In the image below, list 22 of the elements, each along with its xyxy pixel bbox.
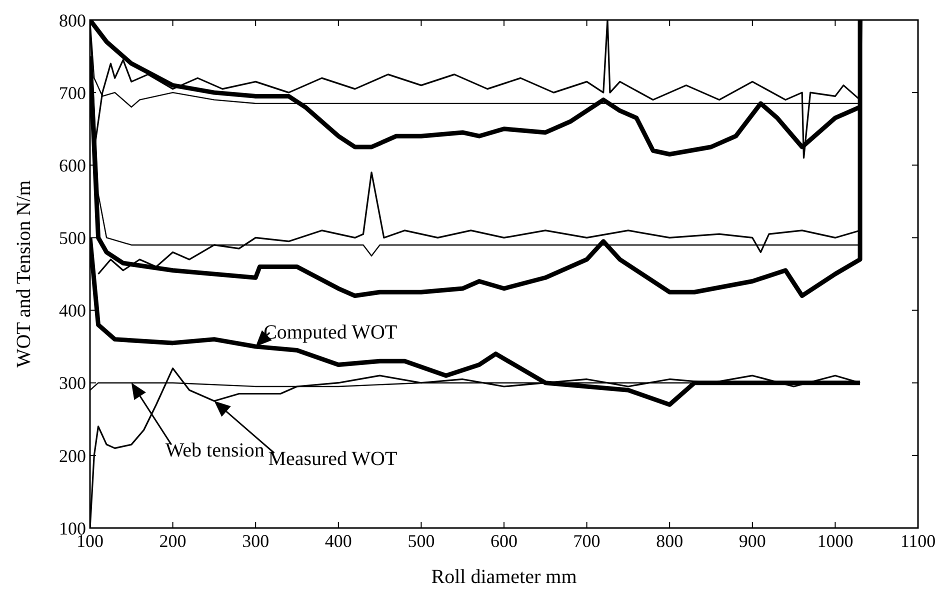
y-tick-label: 400 — [59, 300, 86, 321]
x-tick-label: 400 — [324, 530, 352, 551]
y-tick-label: 200 — [59, 446, 86, 466]
x-tick-label: 600 — [490, 530, 518, 551]
y-tick-label: 800 — [59, 10, 86, 30]
x-tick-label: 1100 — [900, 530, 936, 551]
annotation: Measured WOT — [268, 448, 398, 470]
x-tick-label: 900 — [738, 530, 766, 551]
x-axis-title: Roll diameter mm — [431, 566, 578, 588]
y-tick-label: 600 — [59, 156, 86, 176]
y-tick-label: 300 — [59, 373, 86, 394]
x-tick-label: 800 — [656, 530, 684, 551]
annotation: Computed WOT — [264, 322, 398, 344]
y-axis-title: WOT and Tension N/m — [13, 180, 35, 368]
x-tick-label: 200 — [159, 530, 186, 551]
x-tick-label: 500 — [408, 530, 435, 551]
y-tick-label: 500 — [59, 228, 86, 248]
y-tick-label: 700 — [59, 82, 86, 103]
annotation: Web tension — [165, 440, 264, 462]
x-tick-label: 700 — [573, 530, 600, 551]
x-tick-label: 1000 — [817, 530, 854, 551]
x-tick-label: 300 — [242, 530, 270, 551]
